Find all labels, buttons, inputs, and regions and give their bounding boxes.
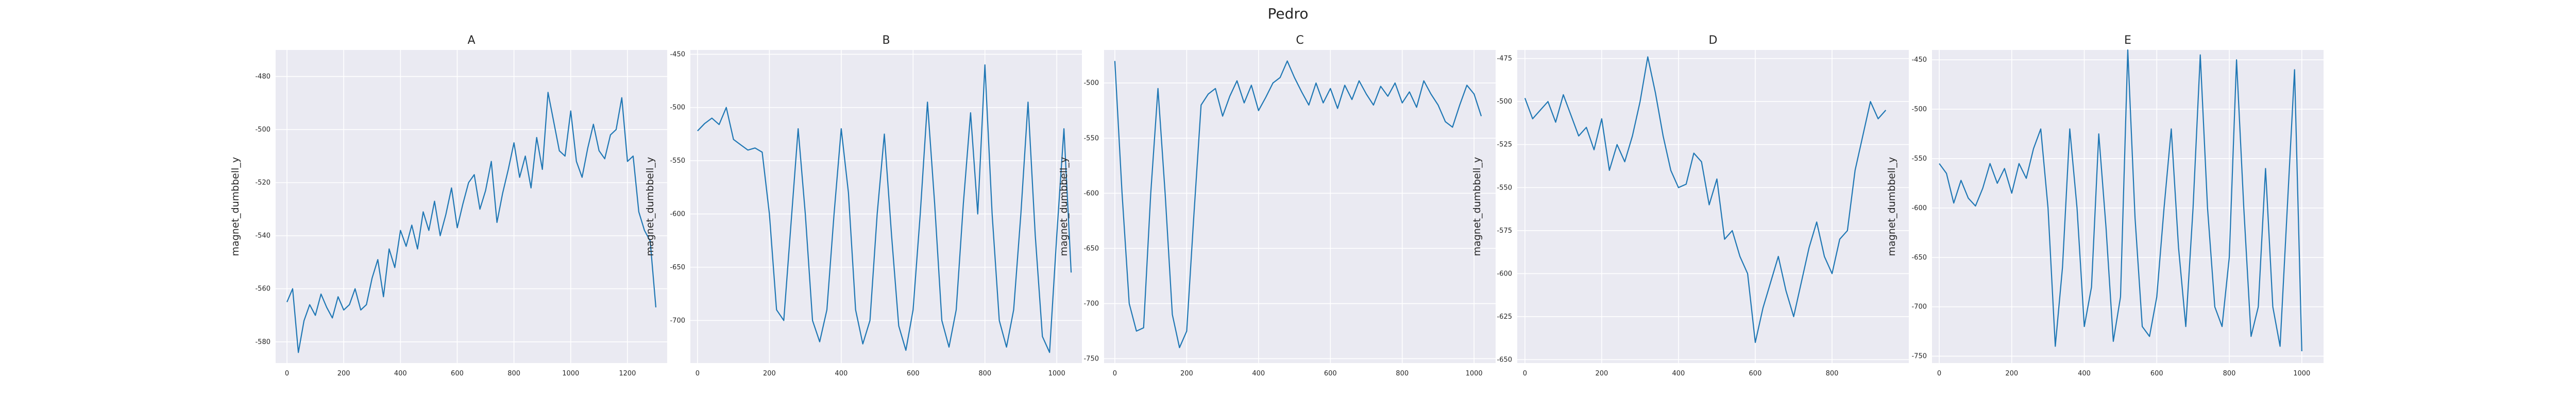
- y-axis-label: magnet_dumbbell_y: [1471, 157, 1483, 256]
- y-tick-label: -700: [1083, 300, 1099, 307]
- x-tick-label: 600: [451, 370, 464, 377]
- y-tick-label: -520: [255, 179, 270, 187]
- series-line-B: [697, 64, 1072, 353]
- subplot-C: -500 -550 -600 -650 -700 -750 0 200 400 600 800 100…: [1058, 34, 1496, 377]
- plot-area: [1932, 50, 2324, 363]
- x-tick-label: 600: [2150, 370, 2163, 377]
- x-tick-label: 200: [337, 370, 350, 377]
- y-tick-label: -650: [670, 264, 685, 271]
- x-tick-label: 1000: [1048, 370, 1065, 377]
- y-tick-label: -540: [255, 232, 270, 240]
- x-tick-label: 800: [978, 370, 991, 377]
- subplot-B: -450 -500 -550 -600 -650 -700 0 200 400 600 800 100…: [645, 34, 1082, 377]
- series-line-D: [1524, 56, 1887, 344]
- x-tick-label: 200: [763, 370, 776, 377]
- y-tick-label: -500: [1083, 79, 1099, 87]
- y-tick-label: -550: [670, 157, 685, 165]
- y-tick-label: -580: [255, 338, 270, 346]
- subplot-title: A: [467, 34, 475, 47]
- x-tick-label: 0: [696, 370, 700, 377]
- y-tick-label: -525: [1497, 141, 1512, 149]
- y-tick-label: -750: [1083, 355, 1099, 363]
- y-tick-label: -600: [1497, 270, 1512, 278]
- subplot-title: C: [1296, 34, 1303, 47]
- y-tick-label: -500: [1497, 98, 1512, 106]
- x-tick-label: 1000: [1466, 370, 1483, 377]
- x-tick-label: 200: [1180, 370, 1193, 377]
- y-tick-label: -500: [670, 104, 685, 112]
- plot-area: [1517, 50, 1909, 363]
- y-tick-label: -480: [255, 73, 270, 81]
- subplot-title: B: [882, 34, 890, 47]
- subplot-D: -475 -500 -525 -550 -575 -600 -625 -650 0 200 400 6…: [1471, 34, 1909, 377]
- subplot-E: -450 -500 -550 -600 -650 -700 -750 0 200 400 600 80…: [1886, 34, 2324, 377]
- x-tick-label: 600: [1749, 370, 1762, 377]
- x-tick-label: 0: [285, 370, 289, 377]
- x-tick-label: 400: [2078, 370, 2091, 377]
- x-tick-label: 1000: [562, 370, 579, 377]
- x-tick-label: 400: [1252, 370, 1265, 377]
- y-tick-label: -560: [255, 285, 270, 293]
- x-tick-label: 400: [835, 370, 848, 377]
- y-tick-label: -550: [1911, 155, 1927, 163]
- y-tick-label: -750: [1911, 353, 1927, 360]
- x-tick-label: 1000: [2293, 370, 2310, 377]
- y-tick-label: -450: [670, 50, 685, 58]
- subplot-title: E: [2124, 34, 2131, 47]
- x-tick-label: 800: [1396, 370, 1409, 377]
- x-tick-label: 600: [907, 370, 920, 377]
- x-tick-label: 800: [507, 370, 520, 377]
- x-tick-label: 800: [2223, 370, 2236, 377]
- y-tick-label: -500: [255, 126, 270, 134]
- series-line-A: [286, 92, 657, 353]
- series-line-C: [1114, 60, 1482, 349]
- y-axis-label: magnet_dumbbell_y: [1886, 157, 1897, 256]
- series-line-E: [1939, 49, 2302, 352]
- y-tick-label: -550: [1083, 134, 1099, 142]
- y-axis-label: magnet_dumbbell_y: [645, 157, 656, 256]
- x-tick-label: 800: [1826, 370, 1839, 377]
- y-tick-label: -600: [1083, 190, 1099, 197]
- subplot-title: D: [1709, 34, 1718, 47]
- x-tick-label: 600: [1324, 370, 1337, 377]
- y-tick-label: -700: [670, 317, 685, 324]
- y-tick-label: -500: [1911, 106, 1927, 113]
- x-tick-label: 0: [1937, 370, 1941, 377]
- x-tick-label: 200: [2005, 370, 2018, 377]
- x-tick-label: 400: [394, 370, 407, 377]
- y-tick-label: -650: [1911, 254, 1927, 262]
- y-axis-label: magnet_dumbbell_y: [1058, 157, 1070, 256]
- x-tick-label: 0: [1113, 370, 1117, 377]
- y-tick-label: -600: [670, 210, 685, 218]
- y-tick-label: -600: [1911, 204, 1927, 212]
- plot-area: [276, 50, 667, 363]
- y-tick-label: -475: [1497, 55, 1512, 63]
- x-tick-label: 400: [1672, 370, 1685, 377]
- plot-area: [1104, 50, 1496, 363]
- y-tick-label: -650: [1083, 245, 1099, 252]
- x-tick-label: 0: [1523, 370, 1527, 377]
- y-tick-label: -550: [1497, 184, 1512, 192]
- y-tick-label: -650: [1497, 356, 1512, 364]
- y-tick-label: -700: [1911, 303, 1927, 311]
- y-tick-label: -450: [1911, 56, 1927, 64]
- plot-area: [690, 50, 1082, 363]
- x-tick-label: 1200: [619, 370, 636, 377]
- figure-title: Pedro: [1267, 5, 1309, 22]
- subplot-A: -480 -500 -520 -540 -560 -580 0 200 400 600 800 100…: [230, 34, 667, 377]
- y-tick-label: -625: [1497, 313, 1512, 321]
- x-tick-label: 200: [1596, 370, 1608, 377]
- y-tick-label: -575: [1497, 227, 1512, 235]
- y-axis-label: magnet_dumbbell_y: [230, 157, 241, 256]
